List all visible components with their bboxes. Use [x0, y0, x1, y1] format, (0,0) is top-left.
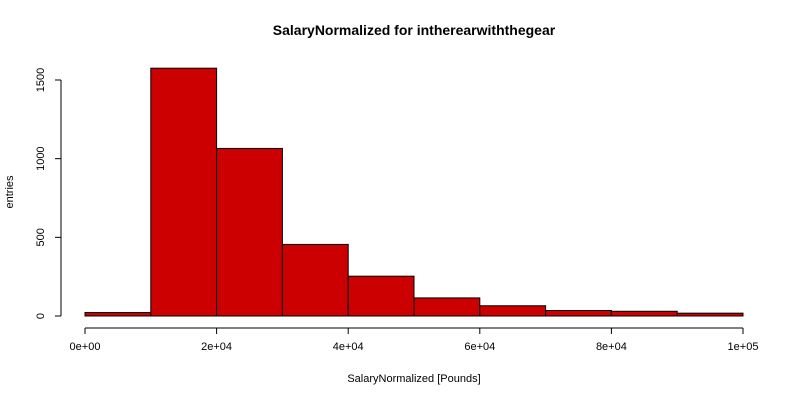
- histogram-bar-2: [150, 67, 218, 317]
- histogram-bar-8: [545, 309, 612, 317]
- x-axis-title: SalaryNormalized [Pounds]: [347, 373, 480, 385]
- histogram-bar-6: [413, 297, 481, 317]
- histogram-bar-5: [347, 275, 415, 317]
- x-tick-label: 1e+05: [728, 341, 759, 353]
- x-tick-label: 8e+04: [596, 341, 627, 353]
- x-tick-label: 0e+00: [70, 341, 101, 353]
- x-tick-label: 6e+04: [464, 341, 495, 353]
- histogram-bar-3: [216, 147, 283, 317]
- histogram-bar-9: [610, 310, 678, 317]
- chart-title: SalaryNormalized for intherearwiththegea…: [273, 22, 556, 38]
- x-tick-label: 2e+04: [201, 341, 232, 353]
- y-tick-label: 500: [35, 228, 47, 246]
- histogram-bar-7: [479, 305, 547, 317]
- y-axis-title: entries: [4, 175, 16, 209]
- y-tick-label: 1000: [35, 146, 47, 170]
- x-axis: 0e+00 2e+04 4e+04 6e+04 8e+04 1e+05: [70, 327, 759, 353]
- y-tick-label: 0: [35, 313, 47, 319]
- histogram-bar-1: [84, 312, 152, 317]
- histogram-bar-4: [281, 243, 349, 317]
- histogram-bar-10: [676, 312, 744, 317]
- x-tick-label: 4e+04: [333, 341, 364, 353]
- y-axis: 0 500 1000 1500: [35, 68, 62, 319]
- y-tick-label: 1500: [35, 68, 47, 92]
- bars-group: [84, 67, 744, 317]
